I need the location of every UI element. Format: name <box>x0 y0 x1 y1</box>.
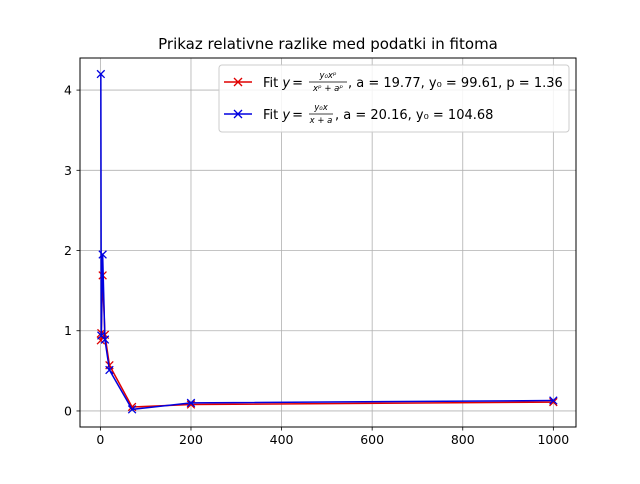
x-tick-label: 600 <box>360 432 384 447</box>
legend: Fit y = y₀xᵖ xᵖ + aᵖ , a = 19.77, y₀ = 99… <box>218 64 570 133</box>
y-tick-label: 1 <box>64 323 72 338</box>
legend-marker-power-fit <box>233 77 243 87</box>
legend-y-symbol: y <box>281 76 290 91</box>
legend-prefix: Fit <box>263 108 282 123</box>
x-tick-label: 800 <box>451 432 475 447</box>
data-point-hyperbolic-fit <box>186 398 196 408</box>
series-line-hyperbolic-fit <box>100 74 554 411</box>
tick-layer: 0 200 400 600 800 1000 0 1 2 3 4 <box>64 83 569 447</box>
legend-params-hyperbolic-fit: , a = 20.16, y₀ = 104.68 <box>335 108 493 123</box>
legend-label-hyperbolic-fit: Fit y = <box>263 108 303 123</box>
data-point-hyperbolic-fit <box>127 405 137 414</box>
legend-frame <box>218 64 570 133</box>
data-point-power-fit <box>186 400 196 409</box>
legend-numerator-hyperbolic-fit: y₀x <box>313 103 328 113</box>
legend-denominator-power-fit: xᵖ + aᵖ <box>312 84 343 94</box>
data-point-hyperbolic-fit <box>98 250 107 259</box>
y-tick-label: 3 <box>64 163 72 178</box>
x-tick-label: 1000 <box>537 432 569 447</box>
legend-numerator-power-fit: y₀xᵖ <box>318 71 336 81</box>
data-point-hyperbolic-fit <box>100 335 110 344</box>
data-point-hyperbolic-fit <box>549 396 558 405</box>
legend-label-power-fit: Fit y = <box>263 76 303 91</box>
legend-y-symbol: y <box>281 108 290 123</box>
data-point-power-fit <box>549 397 558 407</box>
chart-title: Prikaz relativne razlike med podatki in … <box>158 35 498 53</box>
y-tick-label: 4 <box>64 83 72 98</box>
data-point-hyperbolic-fit <box>105 365 114 375</box>
legend-equals: = <box>292 76 303 91</box>
legend-params-power-fit: , a = 19.77, y₀ = 99.61, p = 1.36 <box>348 76 563 91</box>
data-point-hyperbolic-fit <box>96 69 106 79</box>
legend-marker-hyperbolic-fit <box>233 109 243 119</box>
x-tick-label: 0 <box>96 432 104 447</box>
plot-frame <box>79 57 577 428</box>
legend-denominator-hyperbolic-fit: x + a <box>309 116 333 126</box>
x-tick-label: 400 <box>270 432 294 447</box>
series-layer <box>96 69 558 414</box>
y-tick-label: 0 <box>64 403 72 418</box>
legend-prefix: Fit <box>263 76 282 91</box>
legend-equals: = <box>292 108 303 123</box>
y-tick-label: 2 <box>64 243 72 258</box>
x-tick-label: 200 <box>179 432 203 447</box>
